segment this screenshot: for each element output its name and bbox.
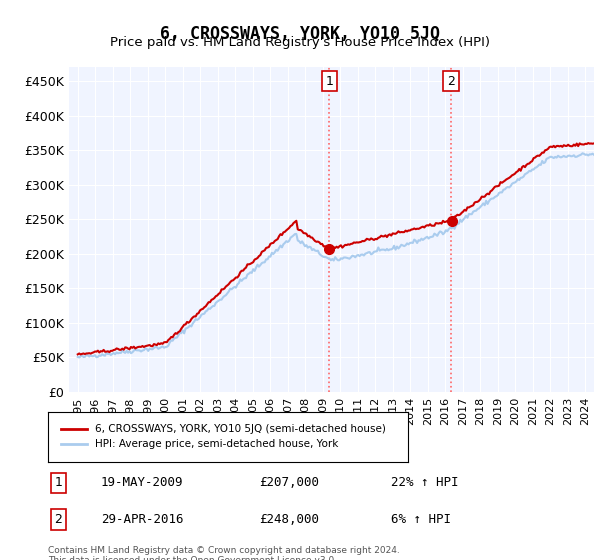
Text: 1: 1 (325, 74, 334, 87)
Text: Price paid vs. HM Land Registry's House Price Index (HPI): Price paid vs. HM Land Registry's House … (110, 36, 490, 49)
Legend: 6, CROSSWAYS, YORK, YO10 5JQ (semi-detached house), HPI: Average price, semi-det: 6, CROSSWAYS, YORK, YO10 5JQ (semi-detac… (57, 420, 391, 454)
Text: 6, CROSSWAYS, YORK, YO10 5JQ: 6, CROSSWAYS, YORK, YO10 5JQ (160, 25, 440, 43)
Text: 1: 1 (55, 477, 62, 489)
Text: 22% ↑ HPI: 22% ↑ HPI (391, 477, 459, 489)
Text: 29-APR-2016: 29-APR-2016 (101, 513, 184, 526)
Text: £248,000: £248,000 (259, 513, 319, 526)
Text: 2: 2 (55, 513, 62, 526)
Text: 19-MAY-2009: 19-MAY-2009 (101, 477, 184, 489)
Text: £207,000: £207,000 (259, 477, 319, 489)
Text: 6% ↑ HPI: 6% ↑ HPI (391, 513, 451, 526)
Text: 2: 2 (447, 74, 455, 87)
Text: Contains HM Land Registry data © Crown copyright and database right 2024.
This d: Contains HM Land Registry data © Crown c… (48, 546, 400, 560)
